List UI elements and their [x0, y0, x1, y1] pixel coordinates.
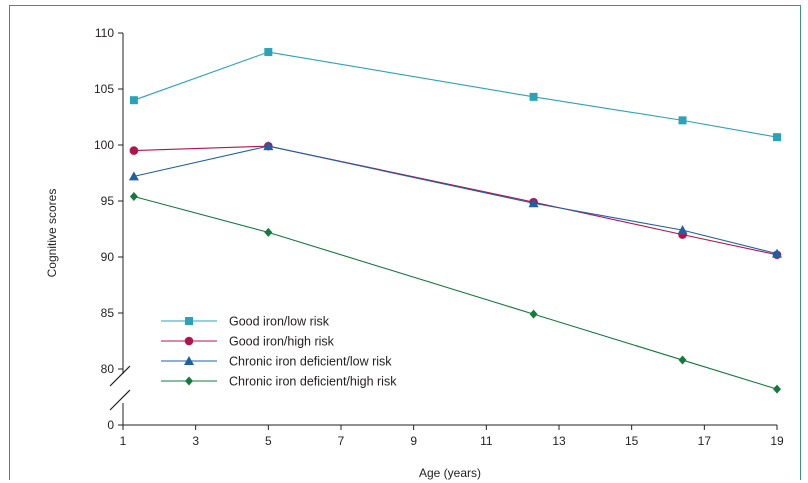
series-3 — [128, 141, 782, 258]
y-tick-label: 80 — [101, 362, 115, 376]
axis-break-mark-lower — [109, 389, 131, 411]
data-point — [529, 309, 538, 319]
legend-item: Good iron/high risk — [161, 335, 335, 349]
y-tick-label: 90 — [101, 250, 115, 264]
data-point — [773, 133, 781, 142]
data-point — [129, 146, 139, 155]
data-point — [264, 48, 273, 57]
data-point — [129, 192, 138, 202]
legend-item: Good iron/low risk — [161, 315, 330, 329]
x-tick-label: 1 — [120, 434, 127, 448]
legend-item: Chronic iron deficient/low risk — [161, 355, 392, 369]
legend-marker — [185, 317, 193, 325]
x-tick-label: 19 — [770, 434, 784, 448]
legend: Good iron/low risk Good iron/high risk Chr… — [161, 315, 397, 389]
data-point — [678, 116, 687, 125]
legend-label: Good iron/low risk — [229, 315, 330, 329]
legend-label: Good iron/high risk — [229, 335, 335, 349]
data-point — [528, 198, 539, 208]
legend-item: Chronic iron deficient/high risk — [161, 375, 397, 389]
data-point — [772, 248, 782, 258]
series-layer — [128, 48, 782, 394]
data-point — [677, 225, 688, 235]
y-tick-label: 0 — [107, 418, 114, 432]
x-tick-label: 17 — [698, 434, 712, 448]
series-4 — [129, 192, 781, 394]
data-point — [529, 92, 538, 101]
x-tick-label: 3 — [192, 434, 199, 448]
axis-break-mark-upper — [109, 365, 131, 387]
series-1 — [129, 48, 781, 142]
legend-label: Chronic iron deficient/low risk — [229, 355, 392, 369]
y-axis-title: Cognitive scores — [45, 189, 59, 278]
y-tick-label: 105 — [94, 82, 114, 96]
y-tick-label: 85 — [101, 306, 115, 320]
x-tick-label: 13 — [552, 434, 566, 448]
y-tick-label: 100 — [94, 138, 114, 152]
x-axis-title: Age (years) — [419, 466, 481, 480]
data-point — [678, 355, 687, 365]
series-2 — [129, 141, 782, 260]
legend-marker — [184, 336, 194, 346]
series-line — [133, 51, 778, 138]
x-tick-label: 5 — [265, 434, 272, 448]
series-line — [133, 145, 778, 256]
data-point — [263, 141, 274, 151]
data-point — [128, 171, 139, 181]
data-point — [129, 96, 138, 105]
x-tick-label: 9 — [410, 434, 417, 448]
y-tick-label: 95 — [101, 194, 115, 208]
legend-marker — [184, 356, 194, 365]
legend-label: Chronic iron deficient/high risk — [229, 375, 397, 389]
x-tick-label: 11 — [480, 434, 493, 448]
x-tick-label: 7 — [338, 434, 345, 448]
y-tick-label: 110 — [95, 26, 114, 40]
figure-frame — [9, 5, 801, 480]
data-point — [773, 384, 781, 394]
x-tick-label: 15 — [625, 434, 639, 448]
data-point — [264, 227, 273, 237]
legend-marker — [185, 376, 193, 386]
